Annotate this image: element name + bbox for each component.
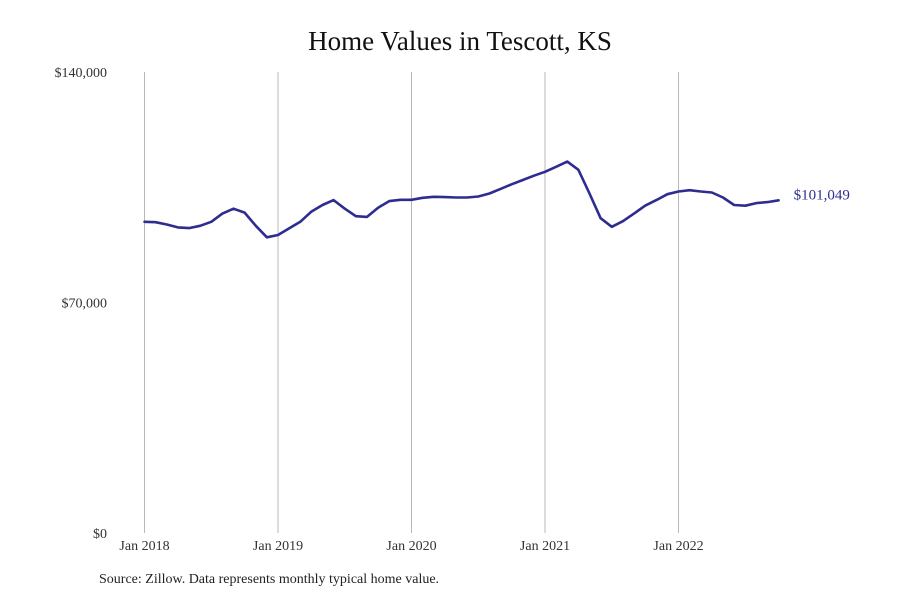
data-point (566, 160, 568, 162)
x-tick-label: Jan 2022 (653, 539, 703, 554)
data-point (766, 201, 768, 203)
data-point (733, 204, 735, 206)
data-point (455, 196, 457, 198)
x-tick-label: Jan 2021 (520, 539, 570, 554)
data-point (644, 205, 646, 207)
data-point (299, 221, 301, 223)
data-point (633, 212, 635, 214)
x-tick-label: Jan 2018 (119, 539, 169, 554)
data-point (243, 211, 245, 213)
data-point (288, 227, 290, 229)
data-point (577, 169, 579, 171)
source-note: Source: Zillow. Data represents monthly … (99, 572, 440, 587)
data-point (143, 221, 145, 223)
series-lines: $101,049 (143, 160, 850, 239)
data-point (232, 208, 234, 210)
data-point (555, 166, 557, 168)
data-point (166, 223, 168, 225)
data-point (588, 192, 590, 194)
data-point (277, 234, 279, 236)
data-point (310, 210, 312, 212)
data-point (544, 171, 546, 173)
data-point (744, 205, 746, 207)
end-value-label: $101,049 (794, 187, 850, 203)
data-point (700, 190, 702, 192)
data-point (777, 199, 779, 201)
data-point (433, 196, 435, 198)
data-point (221, 212, 223, 214)
data-point (421, 197, 423, 199)
data-point (355, 215, 357, 217)
data-point (477, 195, 479, 197)
data-point (755, 202, 757, 204)
data-point (199, 225, 201, 227)
data-point (255, 225, 257, 227)
data-point (522, 179, 524, 181)
series-line (143, 160, 780, 239)
data-point (344, 208, 346, 210)
data-point (688, 189, 690, 191)
data-point (677, 190, 679, 192)
data-point (188, 227, 190, 229)
y-axis-ticks: $0 $70,000 $140,000 (55, 66, 108, 542)
data-point (366, 216, 368, 218)
chart-title: Home Values in Tescott, KS (308, 26, 612, 56)
data-point (722, 196, 724, 198)
data-point (599, 217, 601, 219)
data-point (533, 175, 535, 177)
data-point (622, 220, 624, 222)
data-point (388, 200, 390, 202)
data-point (655, 199, 657, 201)
data-point (154, 221, 156, 223)
y-tick-label: $0 (93, 527, 107, 542)
data-point (611, 226, 613, 228)
x-axis-ticks: Jan 2018 Jan 2019 Jan 2020 Jan 2021 Jan 2022 (119, 539, 703, 554)
data-point (399, 199, 401, 201)
y-tick-label: $140,000 (55, 66, 108, 81)
x-tick-label: Jan 2019 (253, 539, 303, 554)
data-point (332, 199, 334, 201)
grid-lines (144, 72, 679, 533)
data-point (666, 193, 668, 195)
data-point (711, 191, 713, 193)
data-point (377, 207, 379, 209)
data-point (321, 204, 323, 206)
data-point (444, 196, 446, 198)
y-tick-label: $70,000 (62, 297, 108, 312)
data-point (266, 236, 268, 238)
data-point (410, 199, 412, 201)
data-point (210, 221, 212, 223)
data-point (510, 183, 512, 185)
data-point (488, 192, 490, 194)
data-point (499, 188, 501, 190)
data-point (466, 196, 468, 198)
x-tick-label: Jan 2020 (386, 539, 436, 554)
data-point (177, 226, 179, 228)
